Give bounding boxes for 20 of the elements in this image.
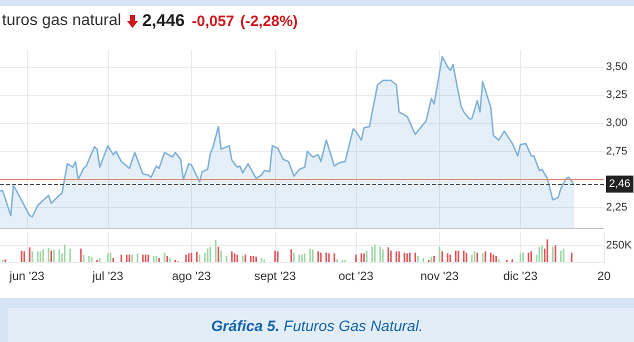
text: 2,446 xyxy=(142,11,185,31)
x-tick-label: jul '23 xyxy=(91,269,124,283)
text: (-2,28%) xyxy=(240,12,298,30)
y-tick-label: 2,25 xyxy=(606,202,628,214)
y-tick-label: 2,75 xyxy=(606,145,628,158)
y-tick-label: 3,25 xyxy=(606,89,628,102)
x-tick-label: 20 xyxy=(597,269,611,283)
x-tick-label: sept '23 xyxy=(254,269,296,283)
chart-title: turos gas natural xyxy=(2,12,122,30)
y-tick-label: 3,50 xyxy=(606,60,628,73)
x-tick-label: nov '23 xyxy=(420,269,459,283)
y-tick-label: 3,00 xyxy=(606,117,628,130)
text: Gráfica 5. Futuros Gas Natural. xyxy=(210,318,424,335)
ref-line-label: 2,46 xyxy=(609,178,630,190)
x-tick-label: jun '23 xyxy=(8,269,45,283)
text: -0,057 xyxy=(192,12,234,30)
x-tick-label: oct '23 xyxy=(338,269,374,283)
x-tick-label: dic '23 xyxy=(503,269,538,283)
x-tick-label: ago '23 xyxy=(172,269,212,283)
y-tick-label: 250K xyxy=(606,239,632,252)
